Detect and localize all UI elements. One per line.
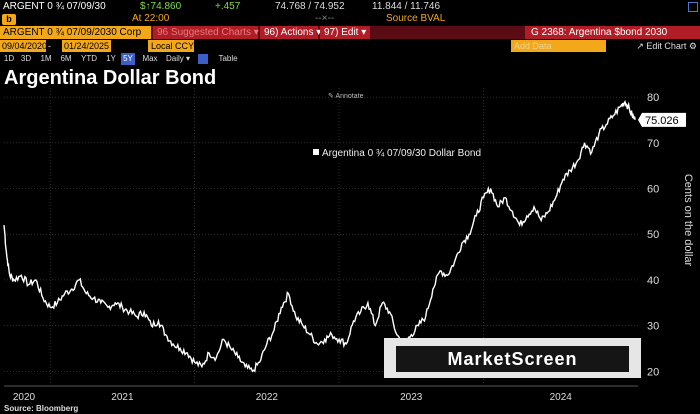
price-change: +.457 <box>215 1 241 12</box>
bloomberg-logo-icon: b <box>2 14 16 25</box>
start-date-field[interactable]: 09/04/2020 <box>0 40 48 52</box>
chart-grid <box>4 88 638 387</box>
end-date-field[interactable]: 01/24/2025 <box>62 40 111 52</box>
quote-time: At 22:00 <box>132 13 170 24</box>
date-separator: - <box>48 41 51 51</box>
y-axis-label: Cents on the dollar <box>682 173 694 267</box>
annotate-button[interactable]: Annotate <box>328 92 363 100</box>
quote-dashes: --×-- <box>315 13 335 24</box>
period-1y[interactable]: 1Y <box>106 54 116 63</box>
x-tick-label: 2020 <box>13 392 36 403</box>
y-tick-label: 70 <box>647 138 659 150</box>
watermark-logo: MarketScreen <box>384 338 641 378</box>
period-3d[interactable]: 3D <box>20 54 32 63</box>
frequency-select[interactable]: Daily ▾ <box>165 54 191 63</box>
y-tick-label: 60 <box>647 184 659 196</box>
legend-swatch <box>313 149 319 155</box>
y-tick-label: 80 <box>647 92 659 104</box>
ticker[interactable]: ARGENT 0 ¾ 07/09/30 <box>3 1 106 12</box>
add-data-field[interactable]: Add Data <box>511 40 606 52</box>
last-value-label: 75.026 <box>645 115 679 127</box>
date-range-bar: 09/04/2020 - 01/24/2025 Local CCY Add Da… <box>0 40 700 52</box>
edit-chart-button[interactable]: ↗ Edit Chart ⚙ <box>636 41 697 51</box>
x-tick-label: 2024 <box>550 392 573 403</box>
ticker-bar: ARGENT 0 ¾ 07/09/30 $↑74.860 +.457 74.76… <box>0 0 700 13</box>
y-tick-label: 50 <box>647 229 659 241</box>
chart-legend: Argentina 0 ¾ 07/09/30 Dollar Bond <box>307 146 487 163</box>
period-6m[interactable]: 6M <box>60 54 72 63</box>
chart-type-icon[interactable] <box>198 54 208 64</box>
period-1d[interactable]: 1D <box>3 54 15 63</box>
period-bar: 1D 3D 1M 6M YTD 1Y 5Y Max Daily ▾ Table <box>0 53 700 65</box>
x-tick-label: 2021 <box>111 392 134 403</box>
edit-button[interactable]: 97) Edit ▾ <box>320 26 370 39</box>
period-1m[interactable]: 1M <box>40 54 52 63</box>
last-value-tag <box>638 112 686 127</box>
last-price: $↑74.860 <box>140 1 182 12</box>
security-field[interactable]: ARGENT 0 ¾ 07/09/2030 Corp <box>0 26 151 39</box>
source-label: Source: Bloomberg <box>4 404 79 413</box>
y-tick-label: 30 <box>647 321 659 333</box>
graph-title: G 2368: Argentina $bond 2030 <box>525 26 700 39</box>
bid-ask-size: 11.844 / 11.746 <box>372 1 441 12</box>
expand-icon[interactable] <box>688 2 698 12</box>
chart-title: Argentina Dollar Bond <box>4 67 217 89</box>
quote-info-bar: b At 22:00 --×-- Source BVAL <box>0 13 700 26</box>
y-tick-label: 40 <box>647 275 659 287</box>
watermark-text: MarketScreen <box>396 346 629 372</box>
axis-ticks: 20 30 40 50 60 70 80 2020 2021 2022 2023 2024 <box>13 92 659 403</box>
period-5y[interactable]: 5Y <box>121 53 135 65</box>
actions-button[interactable]: 96) Actions ▾ <box>260 26 321 39</box>
period-ytd[interactable]: YTD <box>81 54 97 63</box>
currency-select[interactable]: Local CCY <box>148 40 194 52</box>
x-tick-label: 2023 <box>400 392 423 403</box>
suggested-charts-button[interactable]: 96 Suggested Charts ▾ <box>153 26 259 39</box>
table-button[interactable]: Table <box>218 54 238 63</box>
last-value-marker: 75.026 <box>638 112 686 127</box>
bond-price-line <box>3 99 636 373</box>
x-tick-label: 2022 <box>256 392 279 403</box>
y-tick-label: 20 <box>647 366 659 378</box>
period-max[interactable]: Max <box>142 54 158 63</box>
quote-source: Source BVAL <box>386 13 446 24</box>
legend-label: Argentina 0 ¾ 07/09/30 Dollar Bond <box>322 148 481 159</box>
main-toolbar: ARGENT 0 ¾ 07/09/2030 Corp 96 Suggested … <box>0 26 700 39</box>
bid-ask: 74.768 / 74.952 <box>275 1 345 12</box>
